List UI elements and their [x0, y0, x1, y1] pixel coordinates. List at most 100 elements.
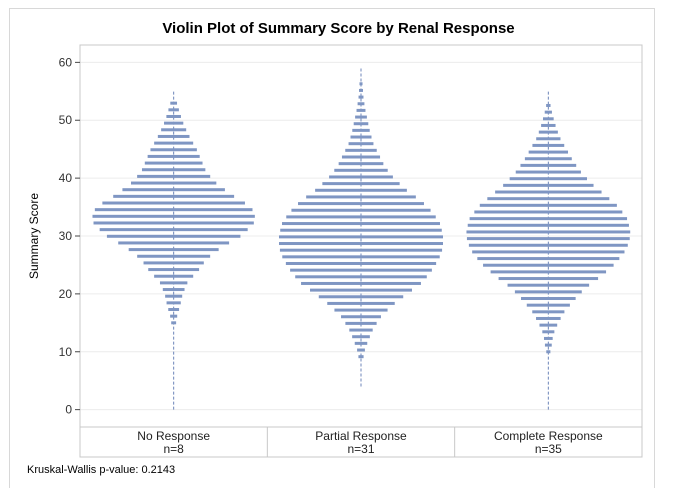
violin-bar [93, 221, 254, 225]
violin-bar [526, 303, 570, 307]
violin-bar [150, 148, 197, 152]
violin-bar [280, 228, 442, 232]
violin-bar [546, 103, 551, 107]
violin-bar [164, 121, 184, 125]
violin-bar [147, 154, 200, 158]
violin-bar [483, 263, 614, 267]
violin-bar [144, 161, 203, 165]
violin-bar [542, 330, 555, 334]
violin-bar [306, 195, 416, 199]
violin-bar [341, 155, 381, 159]
violin-bar [468, 243, 628, 247]
violin-bar [345, 321, 377, 325]
y-tick-label-50: 50 [59, 113, 73, 127]
violin-bar [528, 150, 569, 154]
violin-bar [498, 277, 599, 281]
y-axis-label: Summary Score [27, 193, 41, 279]
violin-bar [490, 270, 607, 274]
violin-bar [329, 175, 393, 179]
violin-bar [544, 343, 552, 347]
violin-bar [137, 174, 211, 178]
violin-bar [539, 323, 558, 327]
violin-bar [543, 117, 554, 121]
violin-bar [154, 141, 194, 145]
violin-bar [536, 137, 561, 141]
violin-partial-response [279, 68, 443, 387]
violin-bar [358, 95, 364, 99]
violin-bar [310, 288, 412, 292]
violin-bar [102, 201, 245, 205]
violin-bar [92, 214, 255, 218]
violin-bar [165, 294, 183, 298]
violin-bar [171, 321, 177, 325]
violin-bar [99, 228, 248, 232]
violin-bar [536, 316, 561, 320]
violin-bar [170, 101, 178, 105]
violin-bar [359, 88, 363, 92]
violin-bar [353, 122, 369, 126]
violin-bar [544, 110, 552, 114]
violin-bar [355, 115, 367, 119]
n-label-no-response: n=8 [163, 442, 184, 456]
violin-bar [546, 350, 551, 354]
violin-bar [487, 197, 610, 201]
violin-bar [541, 123, 556, 127]
y-tick-label-30: 30 [59, 229, 73, 243]
violin-bar [474, 210, 623, 214]
violin-bar [466, 230, 631, 234]
violin-bar [466, 237, 630, 241]
y-tick-label-0: 0 [65, 403, 72, 417]
violin-bar [322, 182, 400, 186]
violin-bar [285, 261, 437, 265]
violin-bar [538, 130, 558, 134]
violin-bar [359, 82, 363, 86]
violin-bar [141, 168, 206, 172]
violin-bar [131, 181, 217, 185]
violin-bar [520, 163, 577, 167]
category-label-complete-response: Complete Response [494, 429, 603, 443]
y-tick-label-20: 20 [59, 287, 73, 301]
violin-bar [291, 208, 431, 212]
violin-bar [357, 102, 365, 106]
violin-bar [282, 222, 440, 226]
violin-bar [352, 335, 370, 339]
violin-bar [157, 134, 190, 138]
violin-bar [279, 242, 443, 246]
violin-bar [166, 301, 181, 305]
violin-bar [137, 254, 211, 258]
violin-bar [170, 314, 178, 318]
figure-border [9, 8, 655, 488]
violin-bar [162, 288, 185, 292]
y-tick-label-10: 10 [59, 345, 73, 359]
violin-bar [295, 275, 427, 279]
violin-bar [334, 168, 388, 172]
violin-bar [286, 215, 436, 219]
violin-bar [543, 336, 553, 340]
footnote-pvalue: Kruskal-Wallis p-value: 0.2143 [27, 464, 176, 476]
y-tick-label-40: 40 [59, 171, 73, 185]
violin-bar [357, 348, 365, 352]
category-label-partial-response: Partial Response [315, 429, 407, 443]
violin-bar [350, 135, 372, 139]
violin-bar [298, 202, 424, 206]
violin-bar [161, 128, 187, 132]
violin-bar [514, 290, 582, 294]
violin-bar [327, 301, 395, 305]
violin-bar [301, 281, 421, 285]
violin-bar [524, 157, 572, 161]
violin-bar [348, 142, 374, 146]
violin-bar [356, 108, 366, 112]
violin-bar [467, 223, 629, 227]
violin-bar [338, 162, 384, 166]
violin-bar [154, 274, 194, 278]
violin-bar [532, 143, 565, 147]
violin-bar [279, 235, 443, 239]
violin-bar [345, 148, 377, 152]
violin-bar [479, 203, 617, 207]
violin-complete-response [466, 91, 631, 410]
violin-bar [148, 268, 200, 272]
violin-bar [279, 248, 443, 252]
violin-bar [143, 261, 204, 265]
violin-bar [495, 190, 602, 194]
